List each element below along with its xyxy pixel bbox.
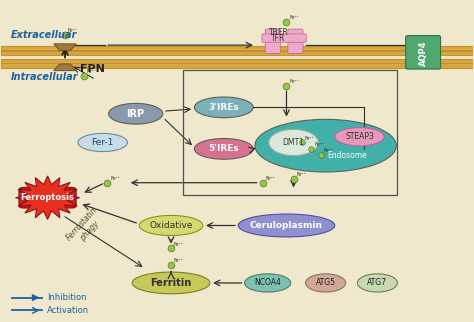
Text: Fe²⁺: Fe²⁺: [174, 242, 184, 247]
Text: Fe²⁺: Fe²⁺: [296, 172, 307, 177]
Text: IRP: IRP: [127, 109, 145, 119]
Ellipse shape: [139, 215, 203, 235]
Text: Fe²⁺: Fe²⁺: [174, 259, 184, 263]
Polygon shape: [54, 64, 76, 71]
Text: Fe²⁺: Fe²⁺: [289, 79, 300, 84]
Ellipse shape: [238, 214, 335, 237]
FancyBboxPatch shape: [1, 60, 473, 68]
Text: Oxidative: Oxidative: [149, 221, 193, 230]
FancyBboxPatch shape: [406, 35, 440, 69]
Text: TRFR: TRFR: [269, 28, 288, 37]
Text: Fe²⁺: Fe²⁺: [68, 28, 78, 33]
Text: Fe²⁺: Fe²⁺: [305, 136, 315, 141]
Text: Ferrostatin
phagy: Ferrostatin phagy: [64, 205, 106, 249]
Text: 5'IREs: 5'IREs: [209, 144, 239, 153]
Ellipse shape: [109, 103, 163, 124]
Text: Intracellular: Intracellular: [11, 72, 78, 82]
Text: Fe²⁺: Fe²⁺: [110, 176, 120, 181]
Text: Fe²⁺: Fe²⁺: [87, 70, 97, 74]
Text: Fe²⁺: Fe²⁺: [324, 148, 334, 153]
Text: Inhibition: Inhibition: [47, 293, 87, 302]
Text: Extracelluar: Extracelluar: [11, 30, 77, 40]
Text: Ceruloplasmin: Ceruloplasmin: [250, 221, 323, 230]
Text: ATG5: ATG5: [316, 279, 336, 288]
Text: ATG7: ATG7: [367, 279, 387, 288]
FancyBboxPatch shape: [1, 50, 473, 52]
Text: Activation: Activation: [47, 306, 89, 315]
Ellipse shape: [78, 133, 128, 152]
Ellipse shape: [194, 97, 253, 118]
Polygon shape: [16, 176, 80, 219]
Polygon shape: [54, 44, 76, 51]
FancyBboxPatch shape: [1, 46, 473, 55]
Ellipse shape: [335, 128, 384, 146]
FancyBboxPatch shape: [262, 34, 306, 42]
Ellipse shape: [255, 119, 396, 172]
FancyBboxPatch shape: [265, 29, 280, 53]
Text: FPN: FPN: [80, 64, 105, 74]
Ellipse shape: [306, 274, 346, 292]
Text: Fer-1: Fer-1: [91, 138, 114, 147]
Text: 3'IREs: 3'IREs: [209, 103, 239, 112]
FancyBboxPatch shape: [288, 29, 303, 53]
Ellipse shape: [269, 129, 318, 156]
FancyBboxPatch shape: [1, 63, 473, 64]
Text: Endosome: Endosome: [327, 151, 367, 160]
Text: Fe²⁺: Fe²⁺: [266, 176, 276, 181]
Text: AQP4: AQP4: [419, 40, 428, 66]
Text: DMT1: DMT1: [283, 138, 304, 147]
Text: NCOA4: NCOA4: [254, 279, 281, 288]
Text: STEAP3: STEAP3: [345, 132, 374, 141]
Ellipse shape: [357, 274, 398, 292]
Text: Fe³⁺: Fe³⁺: [289, 15, 300, 20]
Text: Ferritin: Ferritin: [150, 278, 191, 288]
Ellipse shape: [245, 274, 291, 292]
FancyBboxPatch shape: [19, 187, 76, 208]
Text: Ferroptosis: Ferroptosis: [21, 193, 74, 202]
Ellipse shape: [132, 272, 210, 294]
Ellipse shape: [194, 138, 253, 159]
Text: Fe²⁺: Fe²⁺: [314, 142, 324, 147]
Text: TFR: TFR: [271, 33, 286, 43]
